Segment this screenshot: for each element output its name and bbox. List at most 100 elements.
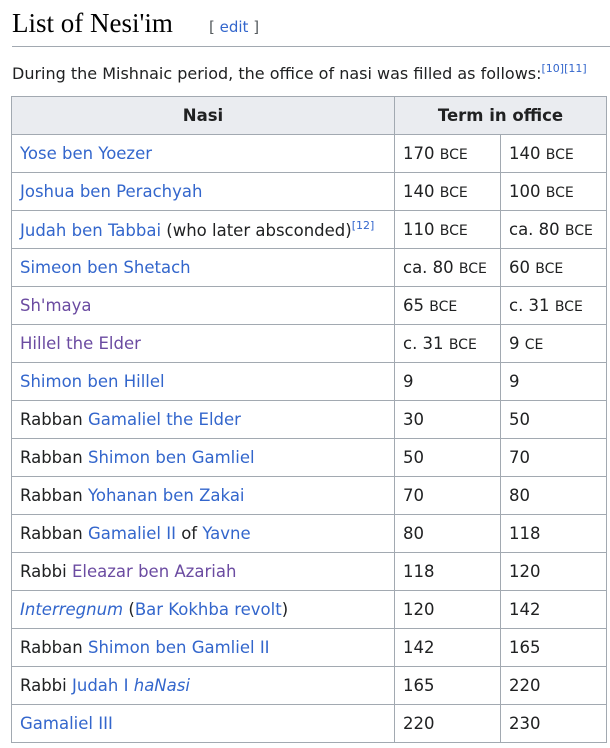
column-header-term: Term in office [394,96,607,135]
term-value: 9 [509,372,520,391]
page-title: List of Nesi'im [12,8,173,38]
term-start-cell: 142 [394,628,501,667]
table-row: Yose ben Yoezer 170 BCE 140 BCE [11,134,607,173]
term-value: c. 31 [403,334,444,353]
term-value: 230 [509,714,541,733]
table-row: Sh'maya 65 BCE c. 31 BCE [11,286,607,325]
term-end-cell: 80 [500,476,607,515]
era-label: BCE [439,223,468,239]
nasi-cell: Interregnum (Bar Kokhba revolt) [11,590,395,629]
term-end-cell: 9 CE [500,324,607,363]
term-end-cell: ca. 80 BCE [500,210,607,249]
term-start-cell: 118 [394,552,501,591]
term-value: ca. 80 [509,220,560,239]
term-value: 30 [403,410,424,429]
term-value: 9 [403,372,414,391]
term-value: 60 [509,258,530,277]
era-label: BCE [535,261,564,277]
term-value: 110 [403,220,435,239]
nasi-link[interactable]: Shimon ben Hillel [20,372,165,391]
nasi-cell: Shimon ben Hillel [11,362,395,401]
term-value: ca. 80 [403,258,454,277]
term-start-cell: ca. 80 BCE [394,248,501,287]
intro-paragraph: During the Mishnaic period, the office o… [12,62,610,83]
term-start-cell: 120 [394,590,501,629]
nasi-link[interactable]: Shimon ben Gamliel [87,448,255,467]
term-value: 220 [509,676,541,695]
term-value: 50 [403,448,424,467]
edit-link[interactable]: edit [219,18,249,36]
term-end-cell: 230 [500,704,607,743]
nasi-link-epithet[interactable]: haNasi [133,676,190,695]
nasi-link[interactable]: Gamaliel the Elder [87,410,241,429]
term-end-cell: 9 [500,362,607,401]
term-start-cell: 65 BCE [394,286,501,325]
term-start-cell: 140 BCE [394,172,501,211]
nasi-link[interactable]: Judah ben Tabbai [20,221,162,240]
section-heading: List of Nesi'im [ edit ] [12,6,610,47]
term-value: 80 [509,486,530,505]
table-header-row: Nasi Term in office [11,96,607,135]
term-start-cell: 9 [394,362,501,401]
term-value: 140 [403,182,435,201]
term-value: 9 [509,334,520,353]
term-start-cell: 80 [394,514,501,553]
nasi-link[interactable]: Eleazar ben Azariah [72,562,237,581]
column-header-nasi: Nasi [11,96,395,135]
nasi-cell: Rabban Shimon ben Gamliel [11,438,395,477]
note-text: (who later absconded) [161,221,352,240]
term-start-cell: 165 [394,666,501,705]
term-end-cell: 165 [500,628,607,667]
table-row: Simeon ben Shetach ca. 80 BCE 60 BCE [11,248,607,287]
nasi-cell: Joshua ben Perachyah [11,172,395,211]
nasi-cell: Rabbi Eleazar ben Azariah [11,552,395,591]
term-value: 220 [403,714,435,733]
nasi-link[interactable]: Gamaliel II [87,524,176,543]
nasi-cell: Simeon ben Shetach [11,248,395,287]
event-link[interactable]: Bar Kokhba revolt [134,600,282,619]
term-start-cell: 220 [394,704,501,743]
note-text: ( [123,600,135,619]
nasi-link[interactable]: Yohanan ben Zakai [87,486,245,505]
term-start-cell: c. 31 BCE [394,324,501,363]
nasi-cell: Sh'maya [11,286,395,325]
nasi-link[interactable]: Gamaliel III [20,714,113,733]
term-value: 118 [509,524,541,543]
nasi-link[interactable]: Judah I [72,676,134,695]
nasi-link[interactable]: Yose ben Yoezer [20,144,153,163]
term-value: 50 [509,410,530,429]
nasi-cell: Rabbi Judah I haNasi [11,666,395,705]
nasi-cell: Gamaliel III [11,704,395,743]
era-label: BCE [458,261,487,277]
edit-section: [ edit ] [209,18,260,36]
table-row: Gamaliel III 220 230 [11,704,607,743]
nasi-link[interactable]: Interregnum [20,600,124,619]
nasi-link[interactable]: Sh'maya [20,296,92,315]
nasi-link[interactable]: Simeon ben Shetach [20,258,191,277]
term-end-cell: 50 [500,400,607,439]
intro-text: During the Mishnaic period, the office o… [12,64,542,83]
era-label: BCE [448,337,477,353]
place-link[interactable]: Yavne [202,524,251,543]
table-row: Interregnum (Bar Kokhba revolt) 120 142 [11,590,607,629]
term-value: 65 [403,296,424,315]
term-value: c. 31 [509,296,550,315]
term-start-cell: 70 [394,476,501,515]
term-value: 70 [403,486,424,505]
era-label: BCE [564,223,593,239]
term-value: 165 [509,638,541,657]
table-row: Hillel the Elder c. 31 BCE 9 CE [11,324,607,363]
title-prefix: Rabban [20,524,88,543]
term-value: 70 [509,448,530,467]
term-value: 142 [403,638,435,657]
term-end-cell: 220 [500,666,607,705]
nasi-link[interactable]: Hillel the Elder [20,334,141,353]
reference-link[interactable]: [12] [351,219,375,232]
nasi-link[interactable]: Shimon ben Gamliel II [87,638,270,657]
term-end-cell: 142 [500,590,607,629]
reference-links[interactable]: [10][11] [541,62,587,75]
title-prefix: Rabban [20,486,88,505]
nasi-cell: Rabban Yohanan ben Zakai [11,476,395,515]
table-row: Rabbi Eleazar ben Azariah 118 120 [11,552,607,591]
nasi-link[interactable]: Joshua ben Perachyah [20,182,203,201]
